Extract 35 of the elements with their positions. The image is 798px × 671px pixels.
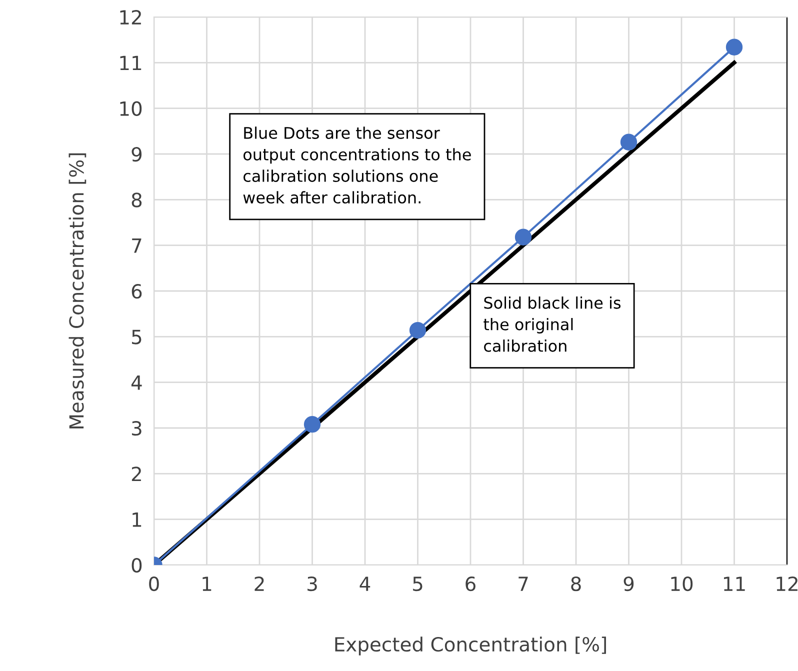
y-tick-label: 2 <box>132 466 141 482</box>
x-tick-label: 2 <box>254 576 264 591</box>
point <box>304 416 321 433</box>
x-tick-label: 3 <box>308 576 317 592</box>
x-tick-label: 1 <box>202 576 212 591</box>
annotation: Blue Dots are the sensor output concentrations to the calibration solutions one week after calibration. <box>243 126 471 204</box>
y-tick-label: 3 <box>132 420 142 436</box>
x-tick-label: 0 <box>149 576 159 592</box>
x-tick-label: 10 <box>671 576 693 592</box>
point <box>514 228 532 246</box>
point <box>726 38 743 56</box>
x-tick-label: 7 <box>518 576 528 591</box>
annotation: Solid black line is the original calibration <box>484 296 621 352</box>
point <box>409 322 426 339</box>
y-tick-label: 4 <box>131 376 142 390</box>
y-tick-label: 5 <box>132 330 142 344</box>
x-axis-title: Expected Concentration [%] <box>335 636 606 656</box>
y-tick-label: 11 <box>120 56 142 70</box>
y-tick-label: 7 <box>132 238 142 253</box>
x-tick-label: 12 <box>776 576 798 591</box>
x-tick-label: 8 <box>571 576 581 592</box>
y-axis-title: Measured Concentration [%] <box>68 153 86 428</box>
x-tick-label: 5 <box>413 576 422 592</box>
y-tick-label: 10 <box>120 101 142 116</box>
y-tick-label: 6 <box>132 284 142 299</box>
y-tick-label: 9 <box>132 146 142 162</box>
x-tick-label: 4 <box>360 576 370 591</box>
x-tick-label: 6 <box>466 576 476 592</box>
x-tick-label: 11 <box>724 576 745 591</box>
y-tick-label: 12 <box>120 10 141 24</box>
y-tick-label: 1 <box>132 512 142 527</box>
x-tick-label: 9 <box>624 576 634 592</box>
point <box>620 134 638 150</box>
y-tick-label: 0 <box>132 558 142 573</box>
y-tick-label: 8 <box>132 192 142 208</box>
